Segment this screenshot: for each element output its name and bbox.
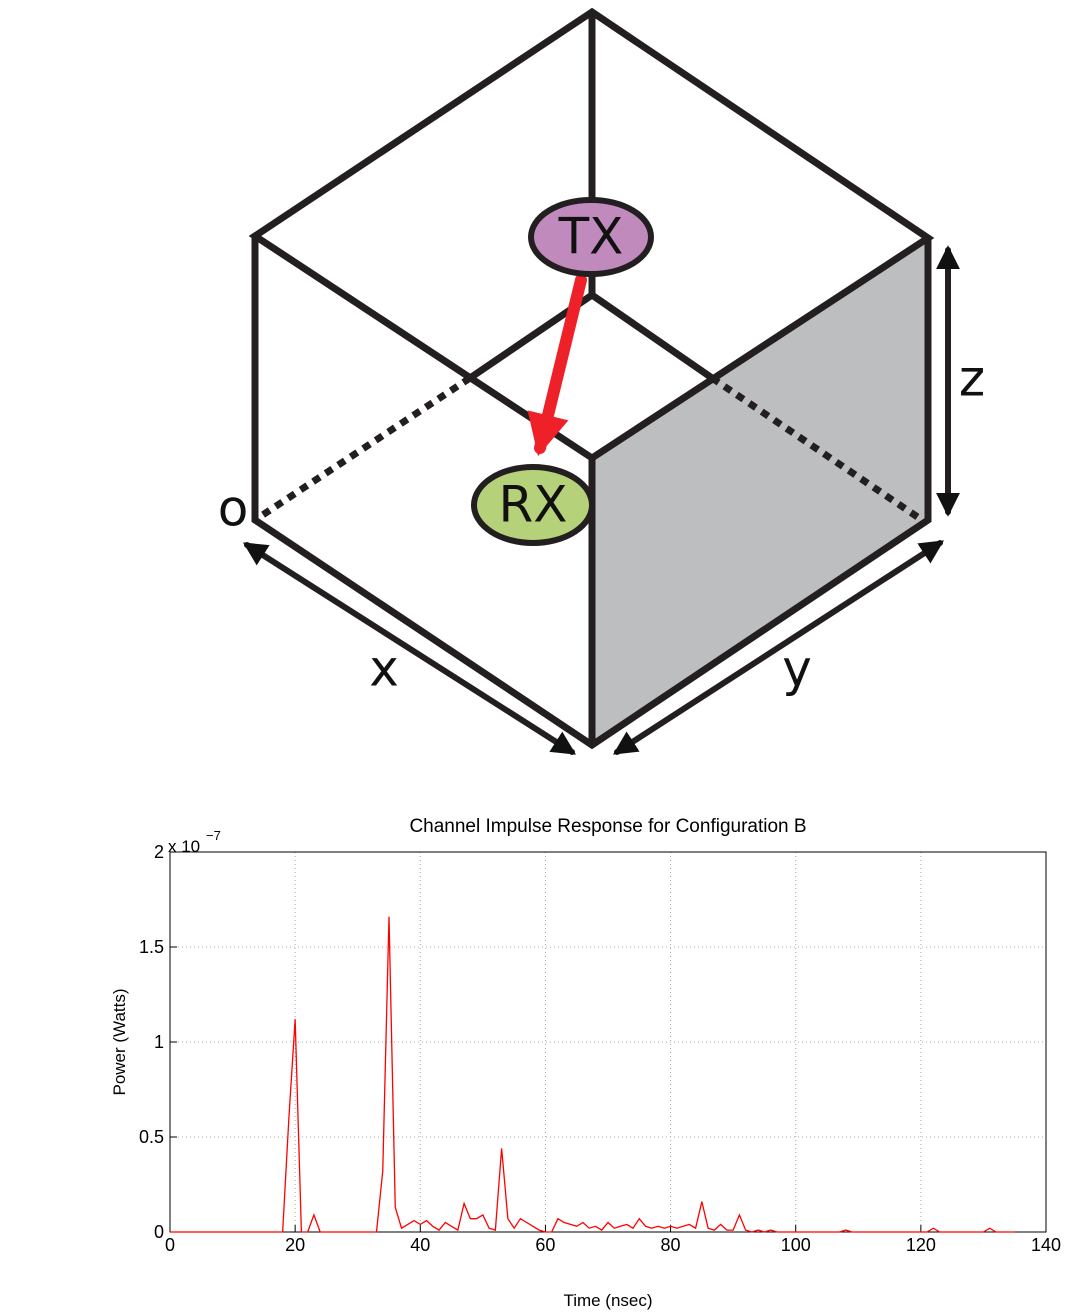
x-tick-label: 120 <box>906 1235 936 1255</box>
y-tick-label: 2 <box>154 842 164 862</box>
chart: Channel Impulse Response for Configurati… <box>110 816 1061 1310</box>
y-tick-label: 1.5 <box>139 937 164 957</box>
y-tick-label: 1 <box>154 1032 164 1052</box>
x-label: x <box>369 640 399 698</box>
z-label: z <box>959 350 985 408</box>
chart-title: Channel Impulse Response for Configurati… <box>409 816 806 837</box>
y-tick-label: 0.5 <box>139 1127 164 1147</box>
origin-label: o <box>218 480 249 538</box>
rx-label: RX <box>499 476 568 534</box>
signal-arrow <box>540 280 581 448</box>
x-tick-label: 60 <box>535 1235 555 1255</box>
x-tick-label: 40 <box>410 1235 430 1255</box>
x-tick-label: 140 <box>1031 1235 1061 1255</box>
x-tick-label: 80 <box>661 1235 681 1255</box>
x-tick-label: 0 <box>165 1235 175 1255</box>
y-tick-label: 0 <box>154 1222 164 1242</box>
x-tick-label: 20 <box>285 1235 305 1255</box>
x-axis-title: Time (nsec) <box>563 1291 652 1310</box>
room-diagram <box>247 12 948 752</box>
y-multiplier-exponent: −7 <box>206 828 221 843</box>
page: TX RX o x y z Channel Impulse Response f… <box>0 0 1072 1316</box>
y-axis-title: Power (Watts) <box>110 988 129 1095</box>
x-arrow <box>247 545 572 752</box>
tx-label: TX <box>558 208 624 266</box>
x-tick-label: 100 <box>781 1235 811 1255</box>
y-label: y <box>782 640 812 698</box>
